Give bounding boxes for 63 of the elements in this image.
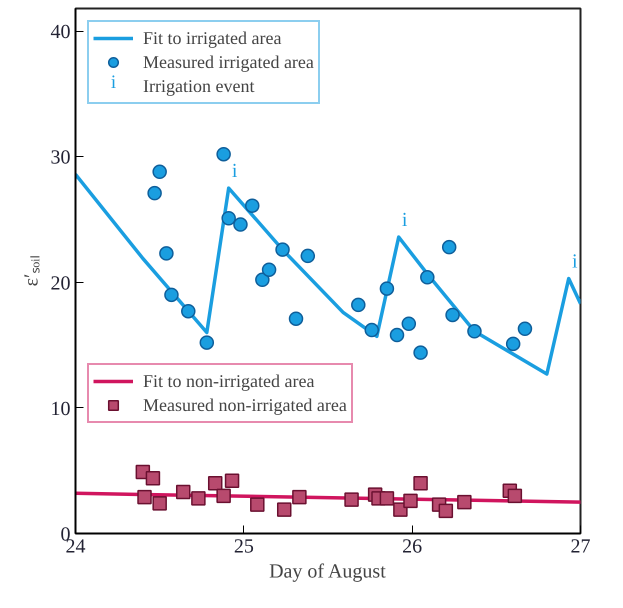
point — [176, 484, 190, 500]
point — [233, 217, 248, 232]
point — [245, 198, 260, 213]
point — [208, 476, 222, 491]
point — [445, 308, 460, 322]
legend-label: Fit to non-irrigated area — [143, 370, 314, 393]
point — [181, 304, 196, 318]
point — [300, 248, 316, 264]
point — [467, 324, 482, 339]
point — [152, 164, 167, 180]
point — [364, 322, 380, 338]
x-tick-label: 26 — [402, 536, 422, 558]
point — [351, 298, 366, 312]
point — [420, 270, 435, 285]
point — [262, 262, 276, 277]
x-tick-label: 25 — [234, 536, 254, 558]
point — [147, 186, 162, 200]
point — [380, 281, 394, 296]
annotation: i — [232, 160, 238, 182]
point — [380, 491, 394, 506]
annotation: Irrigation event — [143, 74, 254, 98]
point — [255, 272, 270, 288]
point — [288, 311, 304, 326]
y-tick-label: 30 — [50, 146, 70, 169]
point — [216, 488, 231, 504]
point — [457, 494, 472, 510]
x-axis-title: Day of August — [269, 560, 386, 582]
point — [402, 316, 416, 331]
point — [518, 322, 532, 336]
annotation: i — [572, 250, 578, 273]
point — [137, 490, 152, 504]
point — [344, 492, 359, 507]
point — [413, 345, 428, 360]
point — [390, 328, 404, 342]
point — [250, 497, 265, 512]
point — [221, 211, 236, 226]
point — [276, 502, 292, 517]
point — [159, 246, 174, 261]
point — [413, 476, 428, 491]
x-tick-label: 27 — [570, 536, 590, 558]
point — [292, 490, 307, 504]
point — [164, 288, 179, 302]
legend-label: Measured non-irrigated area — [143, 394, 347, 417]
point — [442, 240, 456, 254]
point — [200, 335, 214, 350]
text: i — [110, 72, 116, 93]
y-tick-label: 20 — [50, 272, 70, 294]
point — [438, 504, 454, 518]
y-tick-label: 10 — [50, 398, 70, 420]
y-axis-title: ε′ₛₒᵢₗ — [20, 256, 42, 286]
legend-label: Measured irrigated area — [143, 50, 314, 74]
annotation: i — [402, 209, 408, 232]
point — [506, 336, 520, 352]
point — [191, 491, 206, 506]
point — [224, 474, 240, 488]
y-tick-label: 40 — [50, 21, 70, 44]
point — [216, 146, 231, 162]
point — [275, 242, 290, 257]
point — [508, 488, 522, 504]
point — [146, 470, 160, 486]
legend-label: Fit to irrigated area — [143, 26, 282, 50]
point — [403, 494, 418, 508]
point — [152, 496, 167, 511]
